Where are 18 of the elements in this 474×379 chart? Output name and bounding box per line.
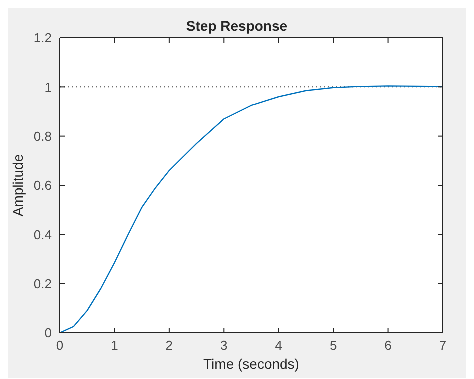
x-tick-label: 7 [439, 338, 447, 354]
x-axis-title: Time (seconds) [204, 356, 300, 372]
x-tick-label: 6 [384, 338, 392, 354]
y-tick-label: 0.2 [34, 276, 52, 292]
x-tick-label: 4 [275, 338, 282, 354]
x-tick-label: 1 [111, 338, 118, 354]
y-tick-label: 0.4 [34, 227, 52, 242]
y-axis-title: Amplitude [10, 154, 26, 217]
y-tick-label: 0.6 [34, 178, 52, 194]
chart-title: Step Response [186, 18, 288, 34]
y-tick-label: 1.2 [34, 30, 52, 46]
y-tick-label: 0.8 [34, 128, 52, 144]
x-tick-label: 3 [220, 338, 228, 354]
x-tick-label: 5 [330, 338, 338, 354]
y-tick-label: 0 [44, 326, 52, 341]
x-tick-label: 0 [56, 338, 64, 354]
x-tick-label: 2 [166, 338, 174, 354]
y-tick-label: 1 [44, 80, 52, 95]
